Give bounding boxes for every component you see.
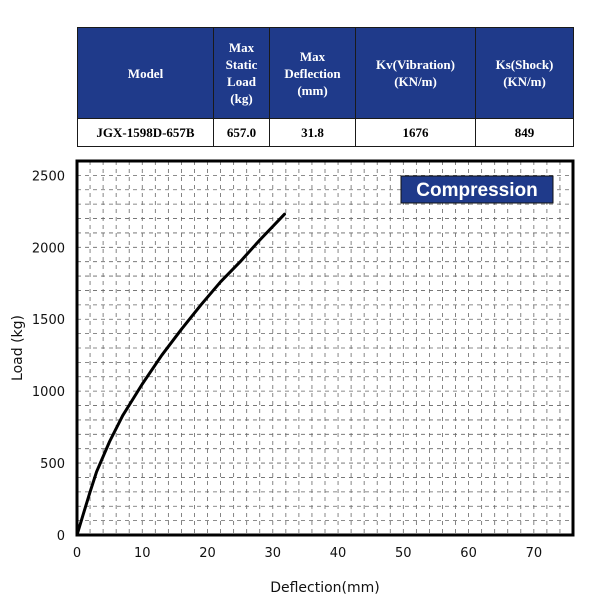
cell-ks-shock: 849 <box>475 118 574 147</box>
header-max-deflection: Max Deflection (mm) <box>269 27 356 119</box>
cell-max-static-load: 657.0 <box>213 118 270 147</box>
y-axis-title: Load (kg) <box>10 315 26 381</box>
spec-table: Model Max Static Load (kg) Max Deflectio… <box>77 27 574 147</box>
table-header-row: Model Max Static Load (kg) Max Deflectio… <box>77 27 574 119</box>
compression-label: Compression <box>416 180 537 201</box>
x-tick-label: 60 <box>460 546 477 561</box>
y-tick-label: 500 <box>40 457 65 472</box>
series-line <box>75 212 286 537</box>
y-tick-label: 1500 <box>32 313 65 328</box>
x-axis-title: Deflection(mm) <box>270 580 380 596</box>
cell-max-deflection: 31.8 <box>269 118 356 147</box>
y-tick-label: 0 <box>57 529 65 544</box>
table-row: JGX-1598D-657B 657.0 31.8 1676 849 <box>77 118 574 147</box>
grid <box>77 161 573 535</box>
y-tick-label: 1000 <box>32 385 65 400</box>
header-ks-shock: Ks(Shock) (KN/m) <box>475 27 574 119</box>
plot-frame <box>75 159 575 537</box>
x-tick-label: 20 <box>199 546 216 561</box>
compression-label-box <box>400 175 554 204</box>
x-tick-label: 70 <box>526 546 543 561</box>
x-tick-label: 30 <box>265 546 282 561</box>
y-tick-label: 2500 <box>32 169 65 184</box>
axis-ticks: 0 10 20 30 40 50 60 70 0 500 1000 1500 2000 2500 <box>32 169 542 561</box>
x-tick-label: 10 <box>134 546 151 561</box>
y-tick-label: 2000 <box>32 241 65 256</box>
cell-kv-vibration: 1676 <box>355 118 476 147</box>
x-tick-label: 40 <box>330 546 347 561</box>
x-tick-label: 0 <box>73 546 81 561</box>
x-tick-label: 50 <box>395 546 412 561</box>
header-model: Model <box>77 27 214 119</box>
